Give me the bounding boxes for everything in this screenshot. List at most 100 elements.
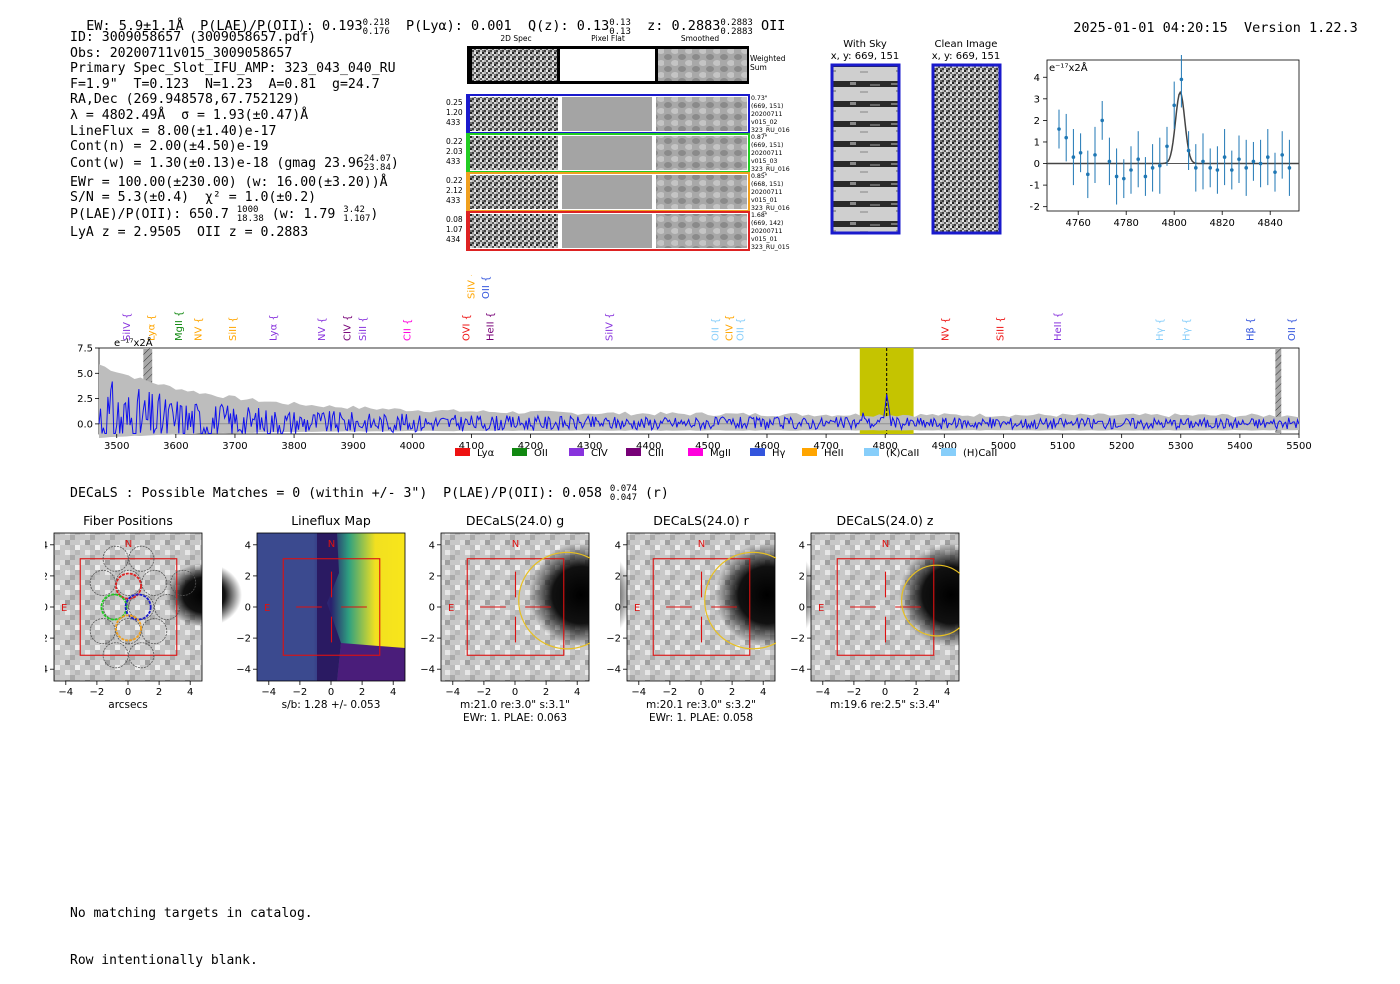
decals-panel: Lineflux Map N E −4 −2 0 2 4 4 2 0 −2 −4 s/b: 1.28 +/… bbox=[236, 513, 406, 711]
cutout-row-flat bbox=[562, 97, 652, 131]
fiber-circle bbox=[89, 618, 116, 645]
panel-xtick-label: 2 bbox=[543, 687, 549, 698]
panel-xtick-label: 2 bbox=[913, 687, 919, 698]
panel-xtick-label: 2 bbox=[729, 687, 735, 698]
panel-ytick-label: −4 bbox=[790, 665, 805, 676]
spectrum-xtick-label: 3800 bbox=[281, 441, 306, 452]
spectral-line-label: OII { bbox=[1287, 318, 1298, 341]
line-fit-point bbox=[1071, 155, 1076, 159]
line-fit-point bbox=[1273, 170, 1277, 174]
info-contw-bounds: 24.07 23.84 bbox=[363, 154, 391, 173]
info-contw: Cont(w) = 1.30(±0.13)e-18 (gmag 23.9624.… bbox=[70, 154, 399, 175]
fiber-circle bbox=[141, 618, 168, 645]
spectral-line-label: CII { bbox=[403, 319, 414, 341]
spectral-line-label: MgII { bbox=[174, 311, 185, 341]
cutout-row-left-value: 433 bbox=[446, 118, 461, 127]
north-label: N bbox=[882, 539, 889, 550]
cutout-row-2d bbox=[470, 136, 558, 170]
line-fit-point bbox=[1280, 153, 1284, 157]
line-fit-point bbox=[1114, 174, 1119, 179]
search-box bbox=[652, 558, 751, 656]
spectral-line-label: NV { bbox=[317, 317, 328, 341]
footer-note: No matching targets in catalog. Row inte… bbox=[70, 875, 313, 984]
spectrum-xtick-label: 4400 bbox=[636, 441, 661, 452]
info-plae-a: P(LAE)/P(OII): 650.7 bbox=[70, 206, 229, 222]
spectrum-xtick-label: 5400 bbox=[1227, 441, 1252, 452]
line-fit-point bbox=[1201, 159, 1205, 164]
panel-ytick-label: −4 bbox=[45, 665, 48, 676]
info-contw-sub: 23.84 bbox=[363, 162, 391, 173]
spectrum-xtick-label: 3600 bbox=[163, 441, 188, 452]
cutout-row-right-value: 20200711 bbox=[751, 150, 783, 157]
decals-panels: Fiber Positions N E −4 −2 0 2 4 4 2 0 −2 −4 arcsecs Li… bbox=[45, 513, 985, 724]
panel-xtick-label: 4 bbox=[944, 687, 950, 698]
panel-xtick-label: −2 bbox=[847, 687, 862, 698]
panel-xtick-label: 0 bbox=[512, 687, 518, 698]
panel-ytick-label: 0 bbox=[429, 603, 435, 614]
panel-xtick-label: 0 bbox=[125, 687, 131, 698]
header-version: Version 1.22.3 bbox=[1243, 20, 1358, 36]
spectral-line-label: Hβ { bbox=[1246, 318, 1257, 341]
search-box bbox=[282, 558, 381, 656]
panel-xtick-label: 2 bbox=[359, 687, 365, 698]
weighted-sum-flat bbox=[560, 49, 655, 81]
legend-label: Lyα bbox=[477, 448, 495, 459]
panel-xtick-label: −4 bbox=[631, 687, 646, 698]
panel-ytick-label: −2 bbox=[790, 634, 805, 645]
cutout-row-right-value: v015_03 bbox=[751, 158, 778, 165]
cutout-row-right-value: 20200711 bbox=[751, 111, 783, 118]
cutout-row-marker bbox=[467, 212, 470, 250]
decals-panel-title: DECaLS(24.0) r bbox=[653, 513, 749, 528]
panel-clip-mask bbox=[202, 531, 222, 683]
cutout-row-right-value: v015_02 bbox=[751, 119, 778, 126]
footer-line-1: No matching targets in catalog. bbox=[70, 906, 313, 921]
cutout-row-right-value: v015_01 bbox=[751, 197, 778, 204]
header-plae-sub: 0.176 bbox=[362, 27, 390, 37]
line-fit-point bbox=[1244, 166, 1248, 170]
cutout-row-smoothed bbox=[656, 175, 747, 209]
cutout-row-marker bbox=[467, 173, 470, 211]
weighted-label: Weighted bbox=[750, 54, 786, 63]
cutout-row-left-value: 0.08 bbox=[446, 215, 463, 224]
info-zline: LyA z = 2.9505 OII z = 0.2883 bbox=[70, 224, 309, 240]
panel-ytick-label: 0 bbox=[615, 603, 621, 614]
line-fit-ytick-label: 2 bbox=[1034, 116, 1040, 127]
legend-label: MgII bbox=[710, 448, 731, 459]
fiber-circle bbox=[154, 594, 181, 620]
cutout-row-right-value: 0.73" bbox=[751, 95, 768, 102]
north-label: N bbox=[698, 539, 705, 550]
panel-ytick-label: 0 bbox=[799, 603, 805, 614]
decals-panel-title: DECaLS(24.0) z bbox=[837, 513, 934, 528]
spectral-line-label: NV { bbox=[193, 317, 204, 341]
spectrum-xtick-label: 4000 bbox=[400, 441, 425, 452]
legend-label: CIII bbox=[648, 448, 664, 459]
panel-xtick-label: 4 bbox=[574, 687, 580, 698]
clean-image bbox=[931, 63, 1002, 235]
decals-title-text: DECaLS : Possible Matches = 0 (within +/… bbox=[70, 486, 602, 501]
spectrum-xtick-label: 4500 bbox=[695, 441, 720, 452]
cutout-row-right-value: 323_RU_016 bbox=[751, 205, 790, 212]
panel-xtick-label: 0 bbox=[328, 687, 334, 698]
east-label: E bbox=[634, 603, 640, 614]
header-plae: P(LAE)/P(OII): 0.193 bbox=[200, 18, 363, 34]
with-sky-image bbox=[830, 63, 901, 235]
cutout-row-marker bbox=[467, 95, 470, 133]
info-ewr: EWr = 100.00(±230.00) (w: 16.00(±3.20))Å bbox=[70, 174, 388, 190]
info-plae: P(LAE)/P(OII): 650.7 1000 18.38 (w: 1.79 … bbox=[70, 205, 399, 225]
fiber-circle bbox=[89, 569, 116, 596]
line-fit-point bbox=[1057, 127, 1061, 131]
cutout-row-left-value: 1.20 bbox=[446, 108, 463, 117]
lineflux-map-purple-region bbox=[337, 643, 405, 681]
fiber-cutouts: 2D Spec Pixel Flat Smoothed Weighted Sum… bbox=[446, 34, 790, 251]
cutout-row-left-value: 434 bbox=[446, 235, 461, 244]
spectral-line-label: Hγ { bbox=[1155, 318, 1166, 341]
info-contn: Cont(n) = 2.00(±4.50)e-19 bbox=[70, 139, 269, 155]
info-contw-b: ) bbox=[390, 155, 399, 171]
legend-swatch bbox=[512, 448, 527, 456]
line-fit-point bbox=[1078, 150, 1083, 155]
panel-xtick-label: 4 bbox=[760, 687, 766, 698]
legend-swatch bbox=[941, 448, 956, 456]
header-z-bounds: 0.2883 0.2883 bbox=[720, 19, 753, 37]
header-timestamp-block: 2025-01-01 04:20:15 Version 1.22.3 bbox=[1057, 4, 1358, 36]
panel-xtick-label: −4 bbox=[261, 687, 276, 698]
